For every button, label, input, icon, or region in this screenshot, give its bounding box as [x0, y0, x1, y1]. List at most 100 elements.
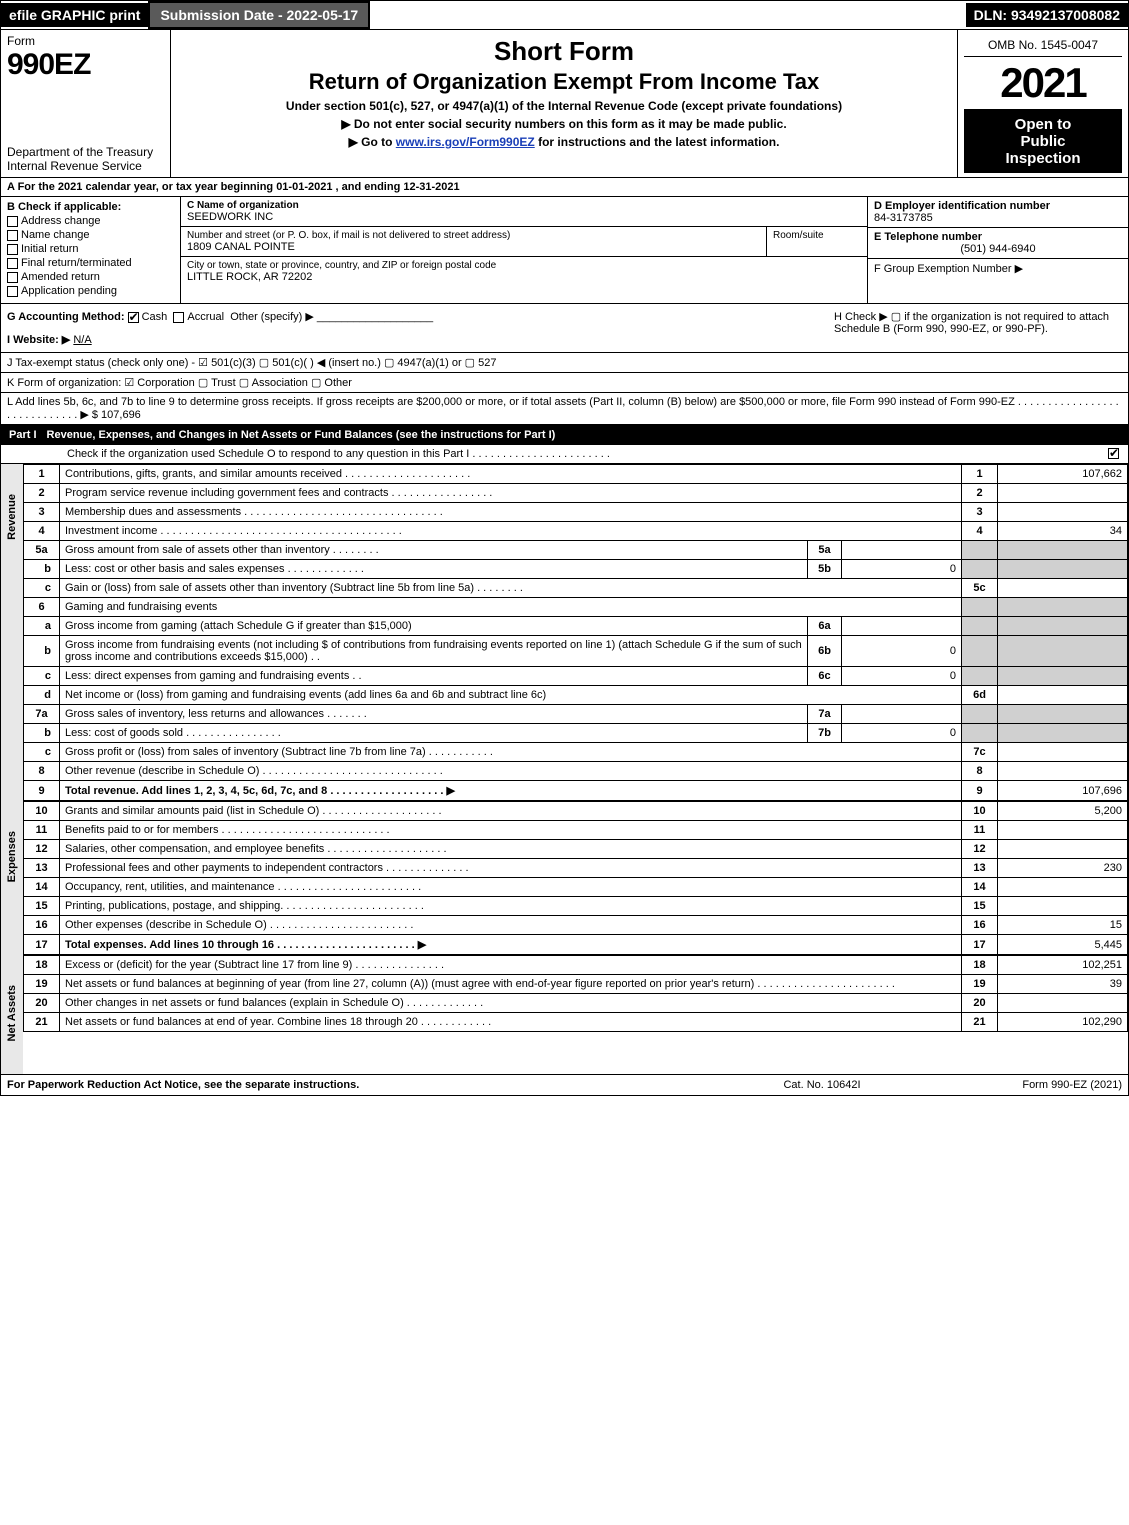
row-a-tax-year: A For the 2021 calendar year, or tax yea…	[1, 178, 1128, 197]
line-k: K Form of organization: ☑ Corporation ▢ …	[1, 373, 1128, 393]
amt-2	[998, 484, 1128, 503]
amt-18: 102,251	[998, 956, 1128, 975]
netassets-label: Net Assets	[1, 955, 23, 1074]
expenses-label: Expenses	[1, 801, 23, 955]
org-city: LITTLE ROCK, AR 72202	[187, 271, 861, 283]
val-7b: 0	[842, 724, 962, 743]
dln: DLN: 93492137008082	[966, 3, 1128, 27]
tax-year: 2021	[964, 57, 1122, 110]
form-word: Form	[7, 34, 164, 48]
check-accrual[interactable]	[173, 312, 184, 323]
part-i-header: Part I Revenue, Expenses, and Changes in…	[1, 425, 1128, 445]
col-b: B Check if applicable: Address change Na…	[1, 197, 181, 303]
b-label: B Check if applicable:	[7, 201, 174, 213]
subtitle: Under section 501(c), 527, or 4947(a)(1)…	[179, 99, 949, 113]
col-c: C Name of organization SEEDWORK INC Numb…	[181, 197, 868, 303]
c-city-label: City or town, state or province, country…	[187, 260, 861, 271]
part-i-title: Revenue, Expenses, and Changes in Net As…	[47, 429, 556, 441]
amt-5c	[998, 579, 1128, 598]
amt-6d	[998, 686, 1128, 705]
dept-irs: Internal Revenue Service	[7, 159, 164, 173]
website: N/A	[73, 334, 91, 346]
amt-1: 107,662	[998, 465, 1128, 484]
telephone: (501) 944-6940	[874, 243, 1122, 255]
e-label: E Telephone number	[874, 231, 1122, 243]
check-initial-return[interactable]	[7, 244, 18, 255]
val-7a	[842, 705, 962, 724]
amt-13: 230	[998, 859, 1128, 878]
org-name: SEEDWORK INC	[187, 211, 861, 223]
title-return: Return of Organization Exempt From Incom…	[179, 69, 949, 95]
amt-7c	[998, 743, 1128, 762]
amt-14	[998, 878, 1128, 897]
title-short-form: Short Form	[179, 36, 949, 67]
omb: OMB No. 1545-0047	[964, 34, 1122, 57]
revenue-section: Revenue 1Contributions, gifts, grants, a…	[1, 464, 1128, 801]
expenses-table: 10Grants and similar amounts paid (list …	[23, 801, 1128, 955]
amt-3	[998, 503, 1128, 522]
val-5a	[842, 541, 962, 560]
amt-17: 5,445	[998, 935, 1128, 955]
section-gh: G Accounting Method: Cash Accrual Other …	[1, 304, 1128, 353]
top-bar: efile GRAPHIC print Submission Date - 20…	[1, 1, 1128, 30]
expenses-section: Expenses 10Grants and similar amounts pa…	[1, 801, 1128, 955]
check-cash[interactable]	[128, 312, 139, 323]
netassets-section: Net Assets 18Excess or (deficit) for the…	[1, 955, 1128, 1074]
val-6a	[842, 617, 962, 636]
c-addr-label: Number and street (or P. O. box, if mail…	[187, 230, 760, 241]
page-footer: For Paperwork Reduction Act Notice, see …	[1, 1074, 1128, 1095]
header-right: OMB No. 1545-0047 2021 Open to Public In…	[958, 30, 1128, 177]
revenue-table: 1Contributions, gifts, grants, and simil…	[23, 464, 1128, 801]
val-6b: 0	[842, 636, 962, 667]
efile-label: efile GRAPHIC print	[1, 3, 148, 27]
c-room-label: Room/suite	[773, 230, 861, 241]
amt-15	[998, 897, 1128, 916]
amt-16: 15	[998, 916, 1128, 935]
f-label: F Group Exemption Number ▶	[874, 262, 1122, 275]
check-amended-return[interactable]	[7, 272, 18, 283]
col-de: D Employer identification number 84-3173…	[868, 197, 1128, 303]
section-bcde: B Check if applicable: Address change Na…	[1, 197, 1128, 304]
amt-9: 107,696	[998, 781, 1128, 801]
amt-20	[998, 994, 1128, 1013]
header-row: Form 990EZ Department of the Treasury In…	[1, 30, 1128, 178]
amt-4: 34	[998, 522, 1128, 541]
amt-10: 5,200	[998, 802, 1128, 821]
c-name-label: C Name of organization	[187, 200, 861, 211]
val-5b: 0	[842, 560, 962, 579]
dept-treasury: Department of the Treasury	[7, 145, 164, 159]
d-label: D Employer identification number	[874, 200, 1122, 212]
amt-19: 39	[998, 975, 1128, 994]
line-j: J Tax-exempt status (check only one) - ☑…	[1, 353, 1128, 373]
g-label: G Accounting Method:	[7, 311, 125, 323]
open-to-public: Open to Public Inspection	[964, 110, 1122, 173]
org-street: 1809 CANAL POINTE	[187, 241, 760, 253]
note-goto: ▶ Go to www.irs.gov/Form990EZ for instru…	[179, 135, 949, 149]
footer-formid: Form 990-EZ (2021)	[922, 1079, 1122, 1091]
val-6c: 0	[842, 667, 962, 686]
header-left: Form 990EZ Department of the Treasury In…	[1, 30, 171, 177]
submission-date: Submission Date - 2022-05-17	[148, 1, 370, 29]
note-ssn: ▶ Do not enter social security numbers o…	[179, 117, 949, 131]
gh-left: G Accounting Method: Cash Accrual Other …	[1, 304, 828, 352]
check-final-return[interactable]	[7, 258, 18, 269]
form-990ez-page: efile GRAPHIC print Submission Date - 20…	[0, 0, 1129, 1096]
check-address-change[interactable]	[7, 216, 18, 227]
netassets-table: 18Excess or (deficit) for the year (Subt…	[23, 955, 1128, 1032]
check-name-change[interactable]	[7, 230, 18, 241]
form-code: 990EZ	[7, 48, 164, 82]
line-l: L Add lines 5b, 6c, and 7b to line 9 to …	[1, 393, 1128, 425]
irs-link[interactable]: www.irs.gov/Form990EZ	[396, 135, 535, 149]
check-schedule-o[interactable]	[1108, 448, 1119, 459]
ein: 84-3173785	[874, 212, 1122, 224]
amt-21: 102,290	[998, 1013, 1128, 1032]
header-mid: Short Form Return of Organization Exempt…	[171, 30, 958, 177]
i-label: I Website: ▶	[7, 334, 70, 346]
revenue-label: Revenue	[1, 464, 23, 801]
amt-11	[998, 821, 1128, 840]
footer-catno: Cat. No. 10642I	[722, 1079, 922, 1091]
part-i-check-o: Check if the organization used Schedule …	[1, 445, 1128, 464]
check-application-pending[interactable]	[7, 286, 18, 297]
amt-12	[998, 840, 1128, 859]
part-i-label: Part I	[9, 429, 37, 441]
